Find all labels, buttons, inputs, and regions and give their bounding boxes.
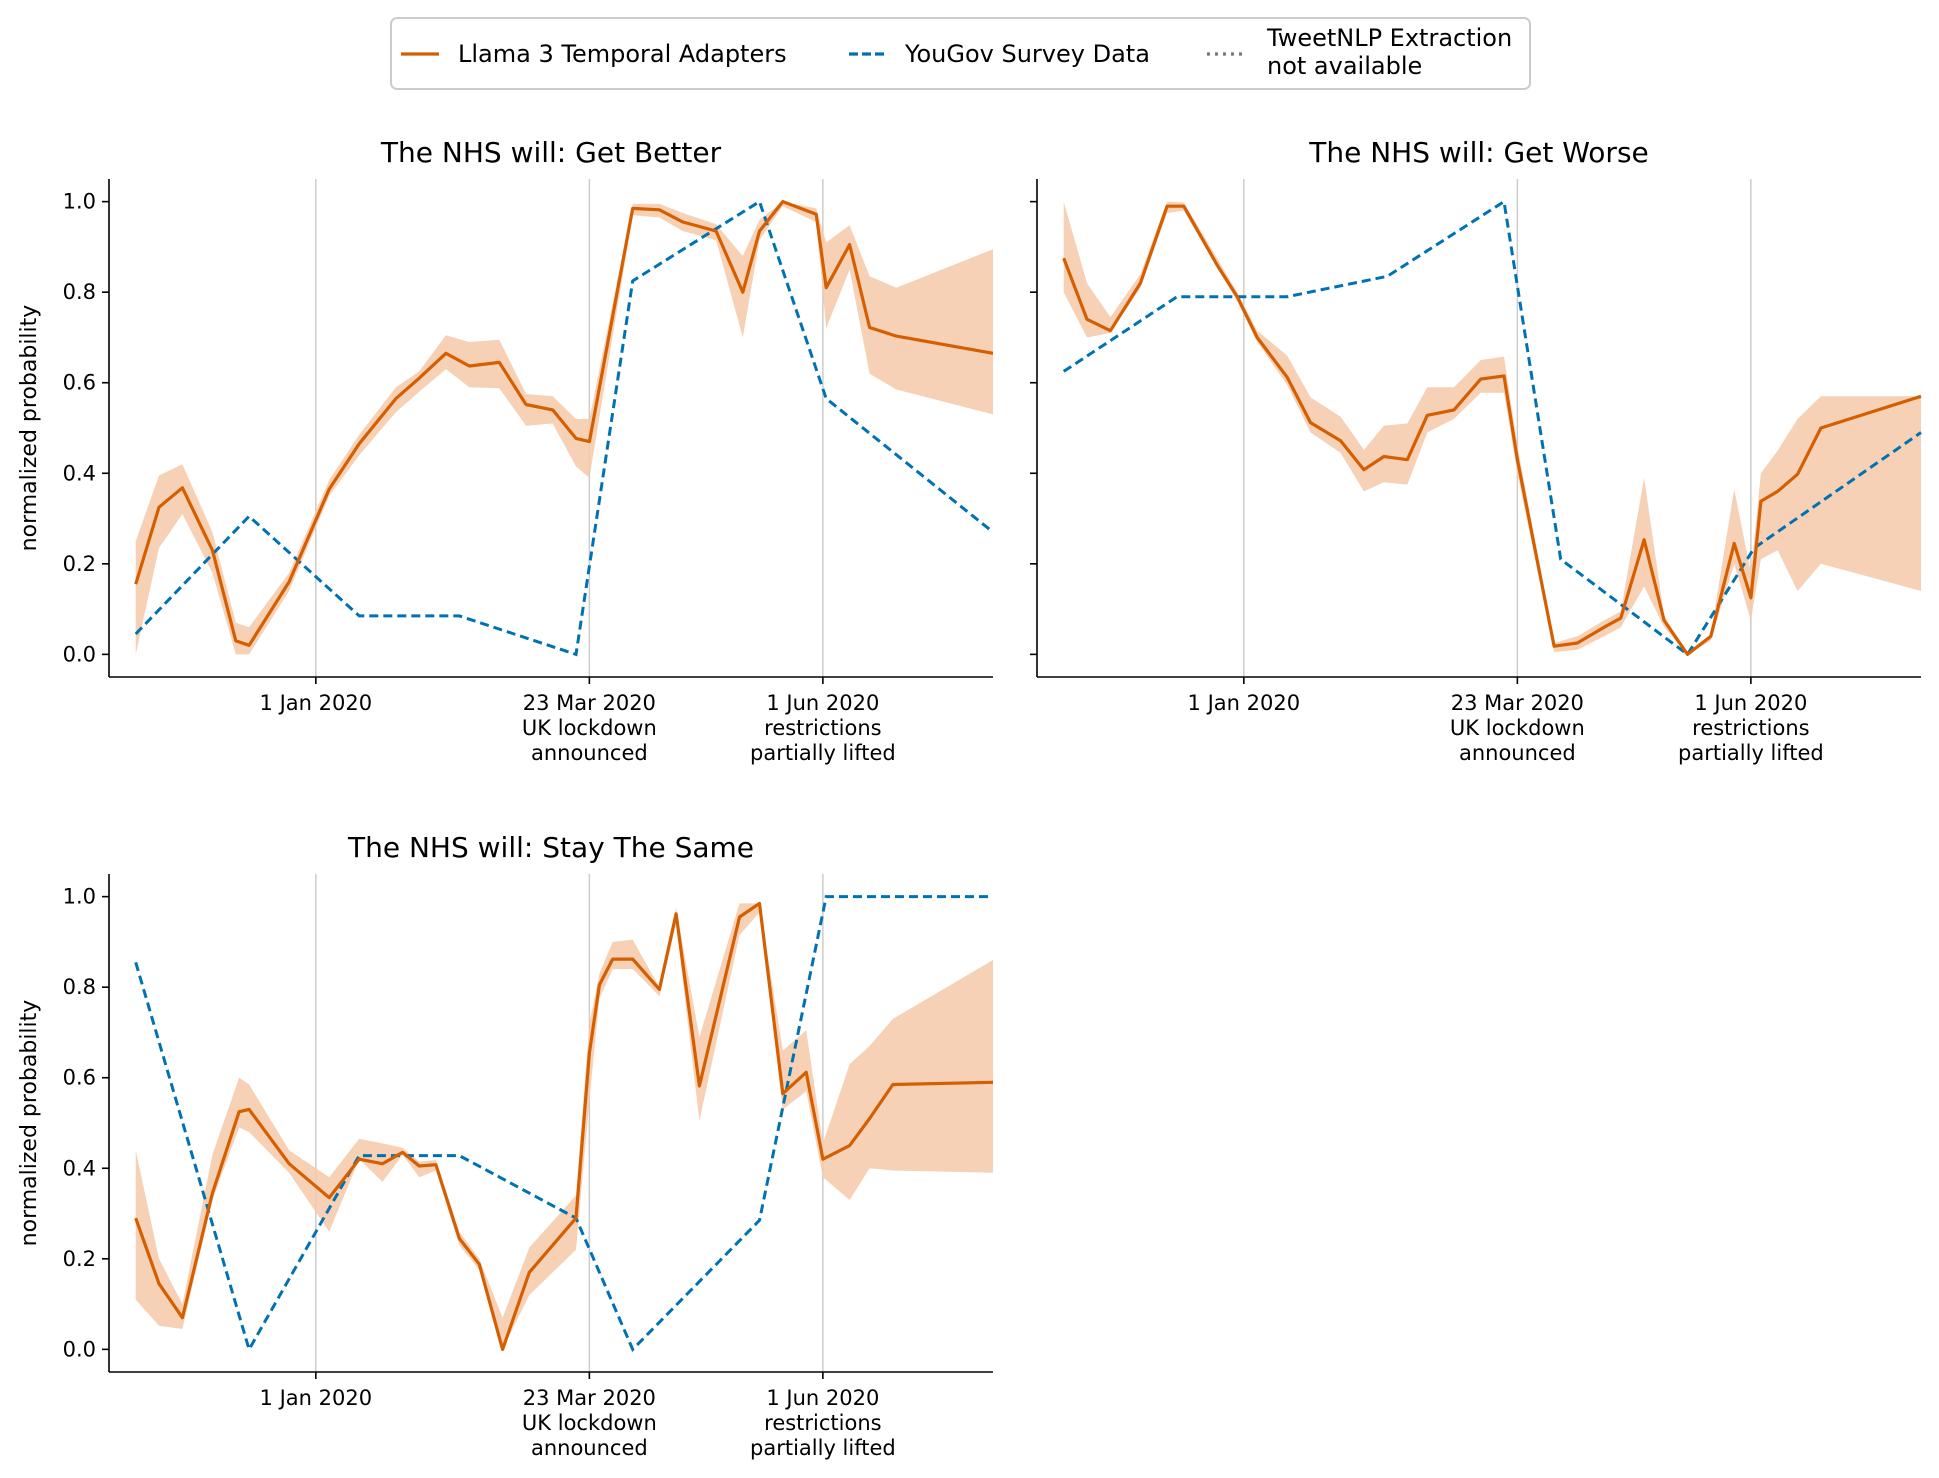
x-tick-label: 1 Jan 2020 [260, 1386, 373, 1410]
x-tick-label: 23 Mar 2020 [1451, 691, 1584, 715]
x-tick-label: partially lifted [750, 1436, 896, 1460]
panel-1: The NHS will: Get Better 0.0 0.2 0.4 0.6 0.8 1… [17, 136, 994, 765]
x-tick-label: UK lockdown [522, 1411, 657, 1435]
legend-tweetnlp-label-line-1: TweetNLP Extraction [1266, 24, 1512, 52]
x-tick-label: UK lockdown [1450, 716, 1585, 740]
y-tick-label: 0.8 [63, 975, 96, 999]
legend: Llama 3 Temporal Adapters YouGov Survey … [390, 17, 1531, 90]
y-tick-label: 0.2 [63, 1247, 96, 1271]
x-tick-label: restrictions [764, 716, 881, 740]
llama-line [134, 901, 994, 1352]
panel-title: The NHS will: Get Better [380, 136, 722, 169]
y-tick-label: 0.6 [63, 1066, 96, 1090]
x-tick-label: 1 Jan 2020 [1188, 691, 1301, 715]
llama-line [1062, 204, 1922, 657]
legend-llama-label: Llama 3 Temporal Adapters [458, 40, 787, 68]
x-tick-label: announced [531, 1436, 648, 1460]
y-tick-label: 1.0 [63, 190, 96, 214]
llama-line [134, 200, 994, 647]
legend-tweetnlp-label-line-2: not available [1267, 52, 1422, 80]
y-axis-label: normalized probability [17, 1000, 42, 1247]
x-tick-label: 1 Jun 2020 [1694, 691, 1807, 715]
y-tick-label: 0.6 [63, 371, 96, 395]
x-tick-label: partially lifted [750, 741, 896, 765]
x-tick-label: announced [531, 741, 648, 765]
x-tick-label: 1 Jan 2020 [260, 691, 373, 715]
y-axis-label: normalized probability [17, 305, 42, 552]
y-tick-label: 0.0 [63, 1337, 96, 1361]
x-tick-label: 1 Jun 2020 [766, 691, 879, 715]
x-tick-label: announced [1459, 741, 1576, 765]
x-tick-label: restrictions [764, 1411, 881, 1435]
yougov-line [134, 199, 994, 657]
panel-title: The NHS will: Get Worse [1308, 136, 1649, 169]
panel-2: The NHS will: Get Worse 1 Jan 2020 23 Mar … [1030, 136, 1922, 765]
y-tick-label: 0.8 [63, 280, 96, 304]
yougov-line [1062, 199, 1922, 657]
x-tick-label: partially lifted [1678, 741, 1824, 765]
legend-yougov-label: YouGov Survey Data [904, 40, 1150, 68]
y-tick-label: 1.0 [63, 885, 96, 909]
panel-title: The NHS will: Stay The Same [347, 831, 754, 864]
y-tick-label: 0.4 [63, 1156, 96, 1180]
y-tick-label: 0.0 [63, 642, 96, 666]
y-tick-label: 0.4 [63, 461, 96, 485]
x-tick-label: 23 Mar 2020 [523, 1386, 656, 1410]
y-tick-label: 0.2 [63, 552, 96, 576]
x-tick-label: 1 Jun 2020 [766, 1386, 879, 1410]
x-tick-label: restrictions [1692, 716, 1809, 740]
legend-frame [390, 17, 1531, 90]
llama-confidence-band [135, 903, 993, 1350]
panel-3: The NHS will: Stay The Same 0.0 0.2 0.4 0.6 0… [17, 831, 994, 1460]
x-tick-label: 23 Mar 2020 [523, 691, 656, 715]
x-tick-label: UK lockdown [522, 716, 657, 740]
llama-confidence-band [1063, 201, 1921, 655]
llama-confidence-band [135, 201, 993, 655]
